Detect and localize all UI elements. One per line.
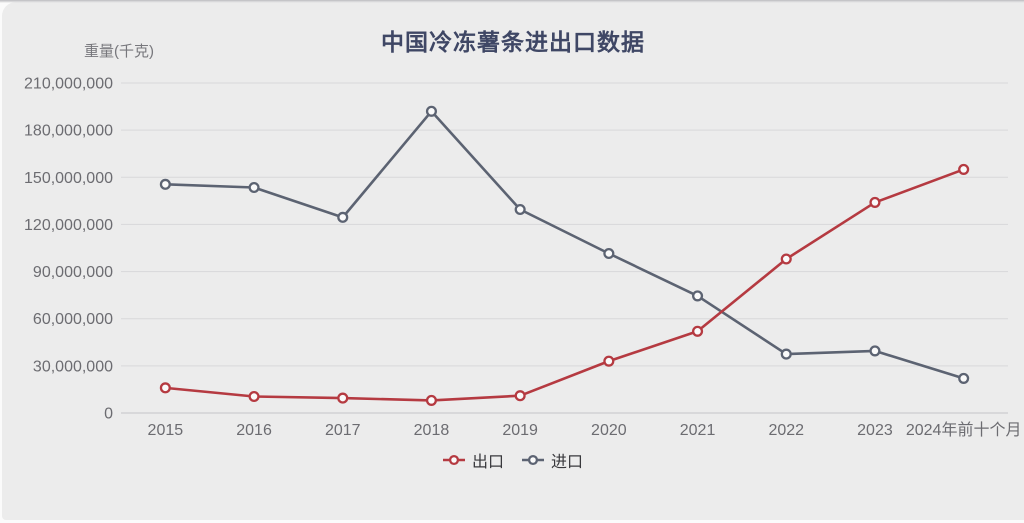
x-axis-tick-label: 2019: [502, 422, 538, 439]
x-axis-tick-label: 2023: [857, 422, 893, 439]
x-axis-tick-label: 2021: [680, 422, 716, 439]
y-axis-tick-label: 30,000,000: [33, 358, 113, 375]
y-axis-tick-label: 150,000,000: [24, 170, 113, 187]
y-axis-unit-label: 重量(千克): [84, 43, 154, 60]
series-line-export: [164, 168, 965, 402]
data-point-export-2019[interactable]: [514, 390, 526, 402]
data-point-import-2022[interactable]: [780, 348, 792, 360]
legend-label: 进口: [551, 454, 584, 471]
data-point-import-2019[interactable]: [514, 203, 526, 216]
data-point-export-2024年前十个月[interactable]: [958, 163, 970, 175]
data-point-import-2018[interactable]: [425, 105, 438, 117]
data-point-import-2021[interactable]: [691, 290, 704, 302]
data-point-export-2020[interactable]: [603, 355, 615, 367]
y-axis-tick-label: 90,000,000: [33, 264, 113, 281]
legend: 出口 进口: [2, 448, 1024, 472]
data-point-export-2023[interactable]: [869, 196, 881, 208]
window-top-shadow: [0, 0, 1024, 3]
x-axis-tick-label: 2016: [236, 422, 272, 439]
y-axis-tick-label: 180,000,000: [24, 123, 113, 140]
x-axis-tick-label: 2020: [591, 422, 627, 439]
legend-item-import[interactable]: 进口: [522, 448, 583, 472]
x-axis-tick-label: 2018: [414, 422, 450, 439]
y-axis-tick-label: 120,000,000: [24, 217, 113, 234]
y-axis-tick-label: 60,000,000: [33, 311, 113, 328]
data-point-export-2016[interactable]: [248, 390, 260, 403]
data-point-export-2018[interactable]: [425, 394, 438, 406]
data-point-export-2015[interactable]: [159, 382, 171, 394]
data-point-export-2017[interactable]: [337, 392, 349, 404]
chart-title: 中国冷冻薯条进出口数据: [381, 29, 645, 55]
legend-line-marker-icon: [522, 454, 544, 466]
legend-item-export[interactable]: 出口: [442, 448, 504, 472]
data-point-import-2016[interactable]: [248, 181, 260, 194]
series-line-import: [164, 109, 965, 380]
data-point-export-2021[interactable]: [691, 325, 704, 337]
x-axis-tick-label: 2024年前十个月: [906, 421, 1022, 439]
x-axis-tick-label: 2015: [148, 422, 184, 439]
data-point-import-2024年前十个月[interactable]: [958, 372, 970, 384]
data-point-import-2015[interactable]: [159, 178, 171, 190]
legend-label: 出口: [471, 454, 504, 471]
legend-line-marker-icon: [442, 454, 465, 466]
data-point-export-2022[interactable]: [780, 253, 792, 265]
data-point-import-2017[interactable]: [337, 211, 349, 223]
y-axis-tick-label: 0: [104, 406, 113, 423]
x-axis-tick-label: 2017: [325, 422, 361, 439]
y-axis-tick-label: 210,000,000: [24, 76, 113, 93]
data-point-import-2023[interactable]: [869, 345, 881, 357]
x-axis-tick-label: 2022: [768, 422, 804, 439]
data-point-import-2020[interactable]: [603, 247, 615, 260]
